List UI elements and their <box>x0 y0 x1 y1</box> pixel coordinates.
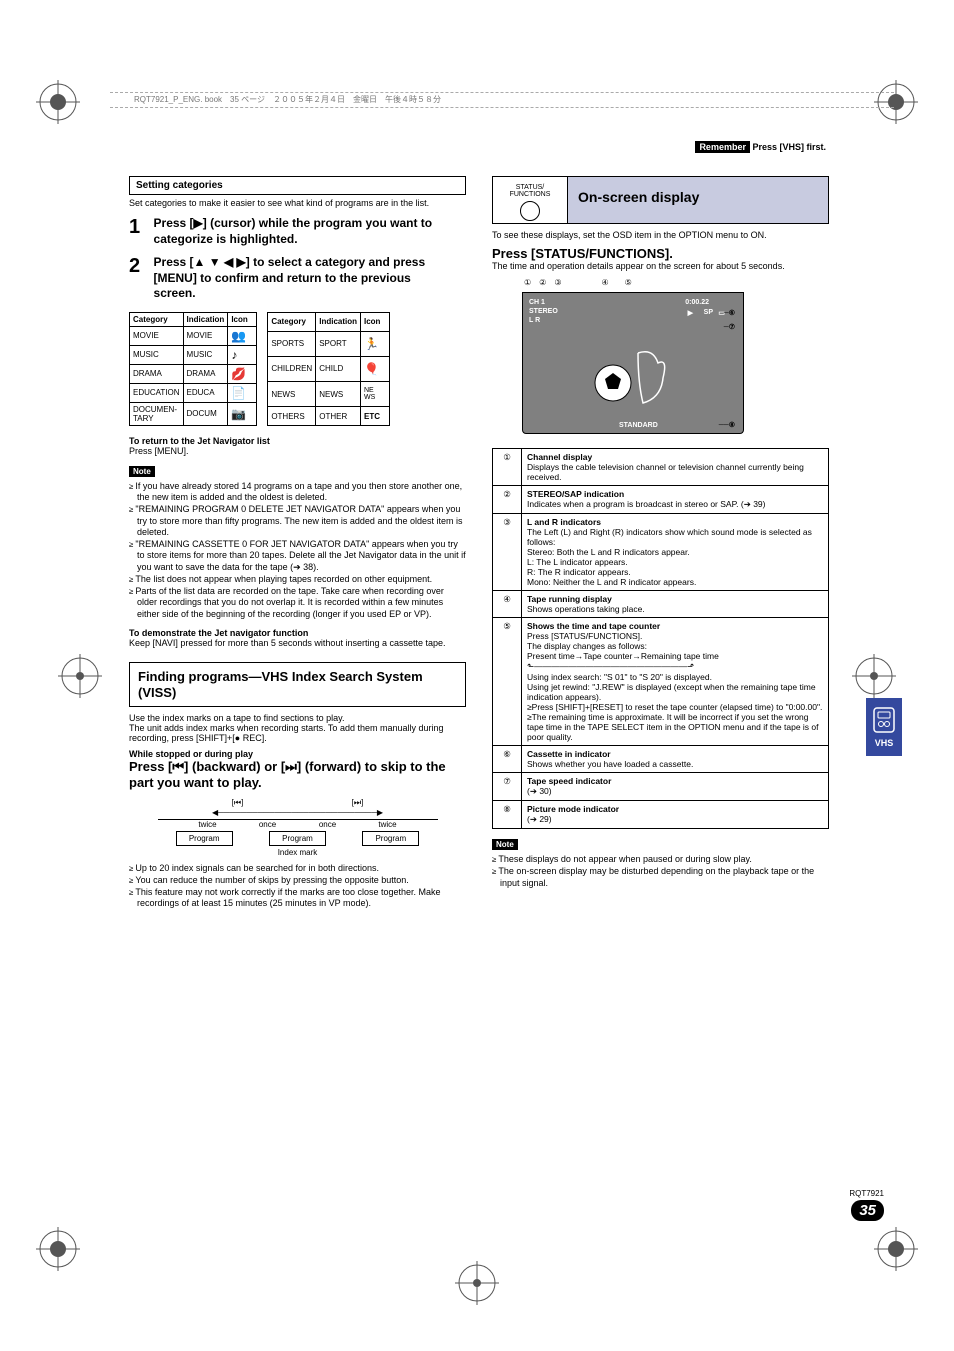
step-number: 2 <box>129 255 151 278</box>
soccer-icon <box>583 323 683 413</box>
button-icon <box>520 201 540 221</box>
demo-body: Keep [NAVI] pressed for more than 5 seco… <box>129 638 466 648</box>
demo-title: To demonstrate the Jet navigator functio… <box>129 628 466 638</box>
regmark-icon <box>874 1227 918 1271</box>
step-2: 2 Press [▲ ▼ ◀ ▶] to select a category a… <box>129 255 466 302</box>
osd-title: On-screen display <box>568 176 829 224</box>
regmark-icon <box>852 654 896 698</box>
category-table-left: CategoryIndicationIcon MOVIEMOVIE👥 MUSIC… <box>129 312 257 426</box>
setting-categories-sub: Set categories to make it easier to see … <box>129 198 466 208</box>
regmark-icon <box>455 1261 499 1305</box>
regmark-icon <box>58 654 102 698</box>
press-sub: The time and operation details appear on… <box>492 261 829 271</box>
return-title: To return to the Jet Navigator list <box>129 436 466 446</box>
tv-screen: CH 1 STEREO L R 0:00.22 ▶ SP ▭ ─⑥ ─⑦ STA… <box>522 292 744 434</box>
side-tab-vhs: VHS <box>866 698 902 756</box>
side-tab-label: VHS <box>875 738 894 748</box>
osd-header: STATUS/ FUNCTIONS On-screen display <box>492 176 829 224</box>
doc-code: RQT7921 <box>849 1189 884 1198</box>
step-text: Press [▲ ▼ ◀ ▶] to select a category and… <box>154 255 454 302</box>
reference-table: ①Channel displayDisplays the cable telev… <box>492 448 829 829</box>
regmark-icon <box>36 1227 80 1271</box>
remember-text: Press [VHS] first. <box>750 142 826 152</box>
viss-press: Press [⏮] (backward) or [⏭] (forward) to… <box>129 759 466 792</box>
notes-list-1: If you have already stored 14 programs o… <box>129 481 466 620</box>
header-meta: RQT7921_P_ENG. book 35 ページ ２００５年２月４日 金曜日… <box>110 92 894 108</box>
press-title: Press [STATUS/FUNCTIONS]. <box>492 246 829 261</box>
right-column: STATUS/ FUNCTIONS On-screen display To s… <box>492 176 829 914</box>
return-body: Press [MENU]. <box>129 446 466 456</box>
regmark-icon <box>36 80 80 124</box>
step-number: 1 <box>129 216 151 239</box>
note-label: Note <box>492 839 518 850</box>
notes-list-right: These displays do not appear when paused… <box>492 854 829 889</box>
notes-list-2: Up to 20 index signals can be searched f… <box>129 863 466 910</box>
index-diagram: [⏮] [⏭] ◀────────────────────────────▶ t… <box>158 798 438 857</box>
left-column: Setting categories Set categories to mak… <box>129 176 466 914</box>
remember-banner: Remember Press [VHS] first. <box>695 142 826 152</box>
step-1: 1 Press [▶] (cursor) while the program y… <box>129 216 466 247</box>
viss-title: Finding programs—VHS Index Search System… <box>129 662 466 707</box>
status-functions-button[interactable]: STATUS/ FUNCTIONS <box>492 176 568 224</box>
setting-categories-title: Setting categories <box>129 176 466 195</box>
osd-sub: To see these displays, set the OSD item … <box>492 230 829 240</box>
page-number: RQT7921 35 <box>849 1189 884 1221</box>
viss-sub: Use the index marks on a tape to find se… <box>129 713 466 743</box>
category-table-right: CategoryIndicationIcon SPORTSSPORT🏃 CHIL… <box>267 312 390 426</box>
remember-label: Remember <box>695 141 750 153</box>
viss-stopped: While stopped or during play <box>129 749 466 759</box>
page-num: 35 <box>851 1200 884 1221</box>
note-label: Note <box>129 466 155 477</box>
step-text: Press [▶] (cursor) while the program you… <box>154 216 454 247</box>
